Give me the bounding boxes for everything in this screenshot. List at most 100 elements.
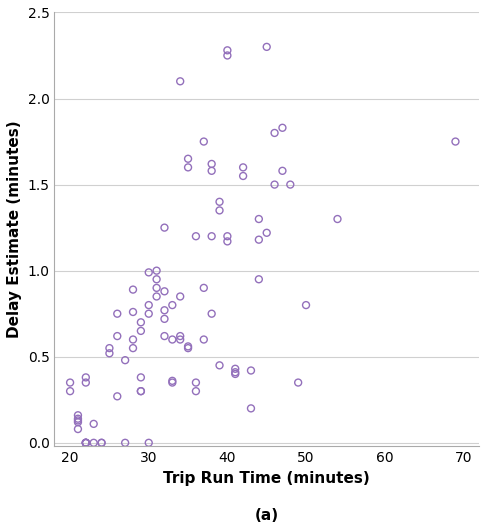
Point [192, 232, 200, 240]
Point [176, 77, 184, 86]
Point [129, 308, 137, 316]
Point [137, 327, 145, 335]
Point [113, 332, 121, 340]
Point [239, 163, 247, 172]
Point [82, 438, 90, 447]
Point [160, 332, 168, 340]
Point [90, 438, 98, 447]
Point [224, 46, 231, 55]
Point [184, 344, 192, 352]
Point [184, 163, 192, 172]
Point [271, 129, 278, 137]
Point [208, 166, 216, 175]
Point [255, 275, 263, 284]
Point [153, 275, 160, 284]
Point [200, 335, 208, 344]
Point [98, 438, 105, 447]
Point [66, 379, 74, 387]
Point [176, 292, 184, 301]
Point [129, 344, 137, 352]
Point [169, 335, 176, 344]
Point [160, 314, 168, 323]
Point [286, 181, 294, 189]
Point [82, 379, 90, 387]
Point [66, 387, 74, 395]
Point [82, 438, 90, 447]
X-axis label: Trip Run Time (minutes): Trip Run Time (minutes) [163, 471, 370, 486]
Text: (a): (a) [255, 508, 279, 523]
Point [129, 335, 137, 344]
Point [247, 366, 255, 375]
Point [74, 425, 82, 433]
Point [169, 379, 176, 387]
Point [224, 237, 231, 246]
Point [113, 392, 121, 401]
Point [82, 438, 90, 447]
Point [184, 342, 192, 351]
Point [160, 224, 168, 232]
Point [255, 215, 263, 223]
Point [224, 51, 231, 60]
Point [333, 215, 341, 223]
Point [451, 138, 459, 146]
Point [278, 166, 286, 175]
Point [137, 387, 145, 395]
Point [90, 419, 98, 428]
Point [231, 364, 239, 373]
Point [231, 370, 239, 378]
Point [216, 361, 224, 370]
Point [74, 415, 82, 423]
Point [105, 349, 113, 358]
Point [263, 43, 271, 51]
Point [208, 310, 216, 318]
Point [74, 411, 82, 419]
Point [129, 286, 137, 294]
Point [145, 438, 153, 447]
Point [176, 335, 184, 344]
Point [255, 236, 263, 244]
Point [137, 387, 145, 395]
Point [74, 418, 82, 426]
Point [216, 197, 224, 206]
Point [184, 154, 192, 163]
Point [82, 373, 90, 382]
Point [145, 310, 153, 318]
Point [208, 232, 216, 240]
Point [192, 379, 200, 387]
Y-axis label: Delay Estimate (minutes): Delay Estimate (minutes) [7, 121, 22, 338]
Point [200, 284, 208, 292]
Point [121, 438, 129, 447]
Point [169, 301, 176, 309]
Point [82, 438, 90, 447]
Point [224, 232, 231, 240]
Point [121, 356, 129, 364]
Point [113, 310, 121, 318]
Point [278, 123, 286, 132]
Point [153, 267, 160, 275]
Point [169, 376, 176, 385]
Point [302, 301, 310, 309]
Point [295, 379, 302, 387]
Point [137, 318, 145, 327]
Point [208, 160, 216, 168]
Point [98, 438, 105, 447]
Point [239, 172, 247, 180]
Point [160, 287, 168, 296]
Point [216, 206, 224, 215]
Point [145, 301, 153, 309]
Point [192, 387, 200, 395]
Point [105, 344, 113, 352]
Point [200, 138, 208, 146]
Point [153, 292, 160, 301]
Point [137, 373, 145, 382]
Point [247, 404, 255, 413]
Point [82, 438, 90, 447]
Point [145, 268, 153, 277]
Point [153, 284, 160, 292]
Point [263, 228, 271, 237]
Point [176, 332, 184, 340]
Point [160, 306, 168, 314]
Point [231, 368, 239, 376]
Point [74, 416, 82, 425]
Point [271, 181, 278, 189]
